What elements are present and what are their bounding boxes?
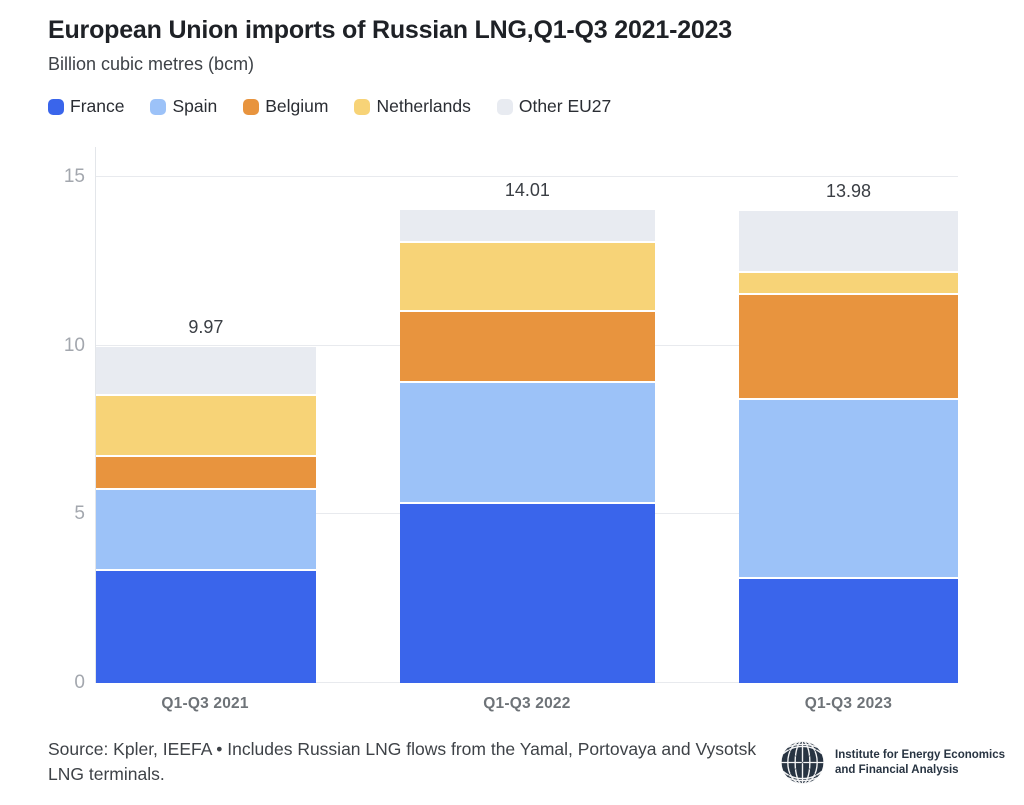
page-title: European Union imports of Russian LNG,Q1… (48, 16, 733, 44)
y-axis-labels: 0 5 10 15 (48, 147, 95, 693)
bar-segment-france[interactable] (739, 576, 958, 683)
y-tick-label-15: 15 (63, 166, 85, 187)
ieefa-logo-text: Institute for Energy Economics and Finan… (835, 748, 1005, 778)
chart-footer: Source: Kpler, IEEFA • Includes Russian … (48, 737, 1005, 787)
ieefa-logo-line1: Institute for Energy Economics (835, 748, 1005, 761)
legend-item-spain[interactable]: Spain (150, 96, 217, 117)
legend-item-belgium[interactable]: Belgium (243, 96, 328, 117)
bars-row: 9.97 14.01 13.98 (96, 177, 958, 683)
bar-segment-netherlands[interactable] (96, 393, 316, 455)
legend-swatch (48, 98, 64, 115)
legend-swatch (496, 98, 513, 115)
bar-total-label: 14.01 (504, 180, 550, 201)
bar-segment-spain[interactable] (400, 380, 655, 503)
legend-item-france[interactable]: France (48, 96, 124, 117)
legend-item-other-eu27[interactable]: Other EU27 (496, 96, 612, 117)
bar-segment-france[interactable] (400, 502, 655, 683)
legend-label: Netherlands (376, 96, 471, 116)
bar-total-label: 9.97 (188, 316, 224, 337)
gridline-15 (96, 176, 958, 177)
legend-label: Spain (172, 96, 218, 116)
bar-segment-spain[interactable] (739, 397, 958, 577)
legend-swatch (243, 98, 260, 115)
bar-segment-belgium[interactable] (739, 293, 958, 398)
legend-item-netherlands[interactable]: Netherlands (354, 96, 471, 117)
plot-area: 9.97 14.01 13.98 (95, 147, 958, 683)
bar-segment-spain[interactable] (96, 488, 316, 570)
bar-segment-other-eu27[interactable] (739, 211, 958, 272)
x-axis-label-q1-q3-2021: Q1-Q3 2021 (161, 695, 249, 712)
bar-segment-belgium[interactable] (96, 454, 316, 489)
bar-segment-belgium[interactable] (400, 309, 655, 381)
bar-segment-other-eu27[interactable] (400, 210, 655, 241)
source-note: Source: Kpler, IEEFA • Includes Russian … (48, 739, 757, 784)
legend-swatch (354, 98, 371, 115)
y-tick-label-0: 0 (74, 672, 85, 693)
x-axis-labels: Q1-Q3 2021 Q1-Q3 2022 Q1-Q3 2023 (95, 695, 958, 713)
y-tick-label-5: 5 (74, 503, 85, 525)
bar-column-q1-q3-2022: 14.01 (400, 177, 655, 683)
bar-segment-netherlands[interactable] (739, 271, 958, 294)
x-axis-label-q1-q3-2023: Q1-Q3 2023 (804, 695, 893, 712)
legend-label: Belgium (265, 96, 329, 116)
bar-column-q1-q3-2023: 13.98 (739, 177, 958, 683)
bar-total-label: 13.98 (825, 181, 872, 202)
chart-area: 0 5 10 15 9.97 14.01 13.98 (48, 147, 1024, 693)
legend-label: Other EU27 (518, 96, 612, 116)
stacked-bar (739, 211, 958, 683)
chart-legend: France Spain Belgium Netherlands Other EU27 (48, 96, 1024, 117)
ieefa-logo-line2: and Financial Analysis (835, 763, 959, 776)
stacked-bar (96, 346, 316, 683)
bar-segment-other-eu27[interactable] (96, 346, 316, 394)
legend-swatch (150, 98, 167, 115)
legend-label: France (70, 96, 125, 116)
y-tick-label-10: 10 (63, 334, 85, 356)
globe-icon (780, 740, 825, 785)
bar-column-q1-q3-2021: 9.97 (96, 177, 316, 683)
x-axis-label-q1-q3-2022: Q1-Q3 2022 (483, 695, 571, 712)
bar-segment-france[interactable] (96, 569, 316, 683)
ieefa-logo: Institute for Energy Economics and Finan… (779, 739, 1005, 786)
chart-card: European Union imports of Russian LNG,Q1… (48, 16, 1024, 787)
bar-segment-netherlands[interactable] (400, 240, 655, 310)
chart-subtitle: Billion cubic metres (bcm) (48, 54, 255, 74)
stacked-bar (400, 210, 655, 683)
